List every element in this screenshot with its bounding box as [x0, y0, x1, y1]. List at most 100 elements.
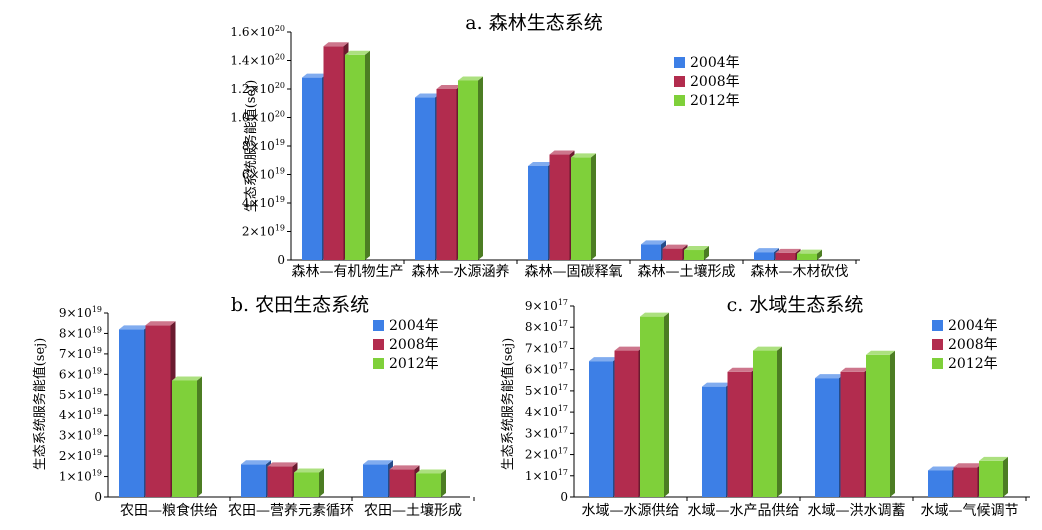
bar-0-3-2 [684, 246, 709, 260]
chart-farmland: b. 农田生态系统 生态系统服务能值(sej) 0 1×1019 2×1019 3×1… [32, 294, 475, 519]
legend-label: 2012年 [389, 356, 439, 372]
legend-label: 2004年 [690, 55, 740, 71]
legend-swatch [932, 320, 943, 331]
category-label: 农田—粮食供给 [120, 502, 218, 519]
y-tick-label: 9×1019 [59, 305, 102, 320]
bar-0-4-0 [754, 248, 779, 260]
chart-b-title: b. 农田生态系统 [231, 294, 369, 316]
y-tick-label: 7×1019 [59, 346, 102, 361]
y-tick-label: 4×1019 [242, 195, 285, 210]
y-tick-label: 5×1019 [59, 387, 102, 402]
chart-c-ylabel: 生态系统服务能值(sej) [500, 338, 516, 471]
y-tick-label: 1.6×1020 [230, 24, 285, 39]
legend-label: 2012年 [948, 356, 998, 372]
bar-2-2-2 [866, 350, 895, 497]
y-tick-label: 8×1017 [525, 319, 568, 334]
legend-swatch [932, 358, 943, 369]
y-tick-label: 6×1019 [59, 366, 102, 381]
category-label: 水域—水产品供给 [688, 503, 800, 519]
bar-1-1-1 [267, 462, 298, 497]
y-tick-label: 9×1017 [525, 298, 568, 313]
y-tick-label: 4×1019 [59, 407, 102, 422]
bar-2-1-2 [753, 346, 782, 497]
bar-0-0-1 [323, 42, 349, 260]
y-tick-label: 2×1017 [525, 447, 568, 462]
bar-0-2-2 [571, 153, 596, 260]
bar-1-2-1 [389, 465, 420, 497]
y-tick-label: 1.2×1020 [230, 81, 285, 96]
category-label: 森林—木材砍伐 [751, 264, 849, 280]
y-tick-label: 3×1019 [59, 428, 102, 443]
bar-2-0-1 [614, 346, 644, 497]
y-tick-label: 2×1019 [242, 224, 285, 239]
bar-0-3-0 [641, 240, 666, 260]
y-tick-label: 6×1017 [525, 362, 568, 377]
legend-swatch [932, 339, 943, 350]
y-tick-label: 8×1019 [59, 325, 102, 340]
category-label: 森林—有机物生产 [292, 264, 404, 280]
bar-2-3-0 [928, 466, 957, 497]
bar-0-1-0 [415, 93, 440, 260]
category-label: 水域—洪水调蓄 [808, 503, 906, 519]
y-tick-label: 5×1017 [525, 383, 568, 398]
bar-0-3-1 [662, 244, 688, 260]
bar-2-0-0 [589, 357, 618, 497]
y-tick-label: 6×1019 [242, 167, 285, 182]
legend-swatch [373, 339, 384, 350]
legend-label: 2008年 [948, 337, 998, 353]
category-label: 森林—固碳释氧 [525, 264, 623, 280]
bar-1-1-2 [294, 468, 324, 497]
legend-swatch [674, 95, 685, 106]
chart-forest: a. 森林生态系统 生态系统服务能值(sej) 0 2×1019 4×1019 6×1… [230, 12, 860, 280]
legend-label: 2004年 [389, 318, 439, 334]
legend-label: 2008年 [389, 337, 439, 353]
category-label: 农田—营养元素循环 [228, 503, 354, 519]
y-tick-label: 0 [277, 253, 285, 267]
y-tick-label: 0 [94, 490, 102, 504]
y-tick-label: 1.4×1020 [230, 53, 285, 68]
legend-swatch [373, 358, 384, 369]
y-tick-label: 3×1017 [525, 425, 568, 440]
bar-2-3-2 [979, 456, 1008, 497]
bar-0-4-1 [775, 248, 801, 260]
chart-a-ylabel: 生态系统服务能值(sej) [243, 80, 259, 213]
chart-water: c. 水域生态系统 生态系统服务能值(sej) 0 1×1017 2×1017 3×1… [500, 294, 1030, 519]
category-label: 森林—水源涵养 [412, 264, 510, 280]
category-label: 农田—土壤形成 [364, 502, 462, 519]
y-tick-label: 1×1019 [59, 469, 102, 484]
bar-2-2-0 [815, 374, 844, 497]
bar-0-0-2 [345, 50, 370, 260]
y-tick-label: 8×1019 [242, 138, 285, 153]
category-label: 水域—气候调节 [921, 503, 1019, 519]
legend-swatch [674, 57, 685, 68]
chart-c-title: c. 水域生态系统 [727, 294, 864, 316]
bar-0-1-1 [436, 85, 462, 260]
legend-label: 2012年 [690, 93, 740, 109]
y-tick-label: 2×1019 [59, 448, 102, 463]
bar-1-2-0 [363, 460, 393, 497]
bar-2-1-0 [702, 382, 731, 497]
bar-0-0-0 [302, 73, 327, 260]
y-tick-label: 1.0×1020 [230, 110, 285, 125]
category-label: 森林—土壤形成 [638, 263, 736, 280]
legend-swatch [373, 320, 384, 331]
bar-2-0-2 [640, 312, 669, 497]
bar-0-2-0 [528, 161, 553, 260]
bar-2-3-1 [953, 463, 983, 497]
y-tick-label: 7×1017 [525, 340, 568, 355]
chart-b-ylabel: 生态系统服务能值(sej) [32, 338, 48, 471]
bar-1-1-0 [241, 460, 271, 497]
bar-1-0-0 [119, 325, 149, 497]
legend-swatch [674, 76, 685, 87]
bar-0-2-1 [549, 150, 575, 260]
bar-1-0-2 [172, 376, 202, 497]
category-label: 水域—水源供给 [582, 503, 680, 519]
bar-0-1-2 [458, 76, 483, 260]
bar-1-2-2 [416, 469, 446, 497]
chart-a-title: a. 森林生态系统 [465, 12, 602, 34]
bar-2-2-1 [840, 367, 870, 497]
y-tick-label: 1×1017 [525, 468, 568, 483]
bar-2-1-1 [727, 367, 757, 497]
legend-label: 2008年 [690, 74, 740, 90]
